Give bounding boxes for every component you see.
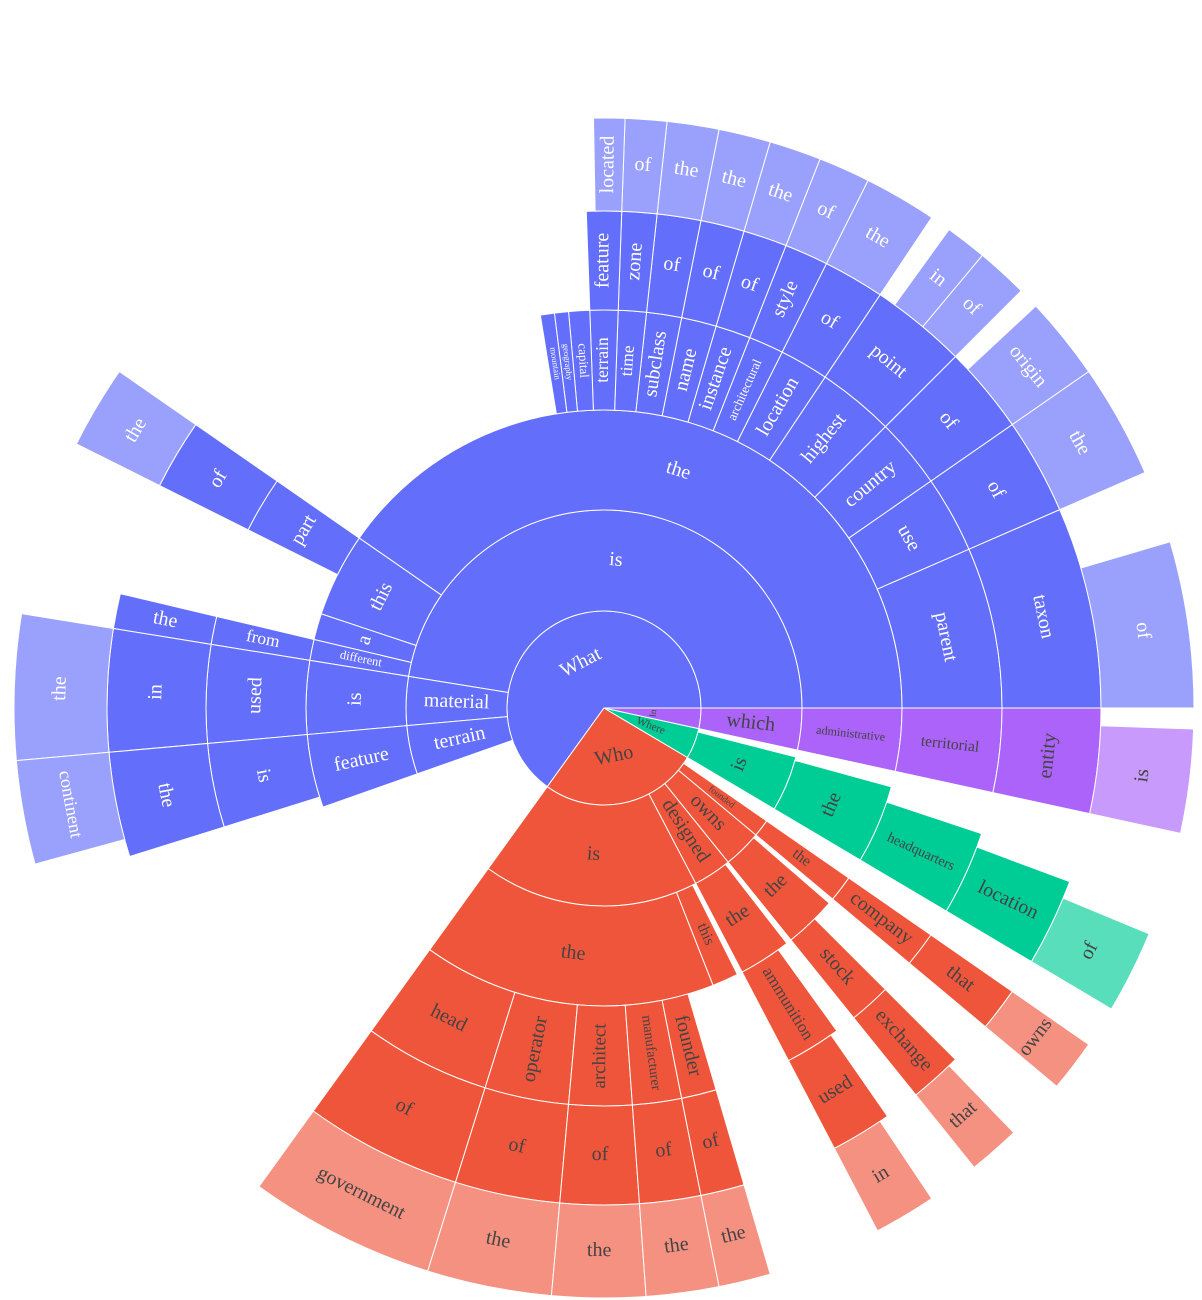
segment-label: in (144, 684, 167, 700)
segment-label: material (424, 689, 491, 713)
segment-label: the (48, 676, 71, 701)
sunburst-segment (700, 1184, 771, 1288)
segment-label: the (560, 940, 587, 965)
segment-label: entity (1034, 732, 1061, 780)
segment-label: the (484, 1227, 512, 1253)
sunburst-segment (15, 751, 126, 865)
sunburst-segment (1080, 541, 1195, 709)
segment-label: of (654, 1138, 674, 1162)
segment-label: which (725, 709, 776, 736)
segment-label: In (647, 708, 658, 717)
sunburst-segment (984, 990, 1090, 1088)
segment-label: is (252, 767, 276, 785)
sunburst-segment (1030, 897, 1150, 1010)
segment-label: geography (561, 343, 575, 381)
segment-label: the (673, 157, 701, 182)
segment-label: of (592, 1143, 609, 1165)
sunburst-segment (675, 884, 739, 986)
sunburst-segment (592, 117, 626, 212)
segment-label: of (634, 153, 653, 176)
segment-label: of (700, 259, 722, 284)
segment-label: territorial (920, 733, 980, 756)
segment-label: of (700, 1128, 722, 1153)
segment-label: is (608, 548, 623, 571)
sunburst-segment (893, 228, 984, 328)
segment-label: terrain (592, 337, 612, 383)
segment-label: time (616, 344, 638, 377)
sunburst-segment (833, 1120, 933, 1232)
segment-label: is (1130, 767, 1154, 783)
segment-label: the (151, 606, 179, 632)
segment-label: located (596, 136, 619, 194)
segment-label: of (662, 252, 682, 276)
sunburst-segment (967, 305, 1090, 426)
segment-label: of (738, 270, 761, 296)
segment-label: used (243, 677, 266, 714)
segment-label: of (507, 1133, 528, 1158)
segment-label: the (587, 1239, 612, 1261)
segment-label: feature (592, 233, 614, 289)
segment-label: is (586, 842, 601, 865)
sunburst-segment (539, 312, 568, 415)
segment-label: is (344, 692, 366, 706)
segment-label: the (153, 781, 179, 809)
segment-label: mountain (548, 346, 563, 381)
segment-label: capital (575, 343, 592, 379)
segment-label: of (1131, 621, 1155, 641)
sunburst-segment (75, 370, 197, 487)
segment-label: zone (622, 242, 647, 281)
sunburst-segment (915, 1064, 1015, 1169)
sunburst-segment (1089, 725, 1195, 835)
segment-label: architect (589, 1023, 611, 1089)
segment-label: the (663, 1233, 690, 1258)
